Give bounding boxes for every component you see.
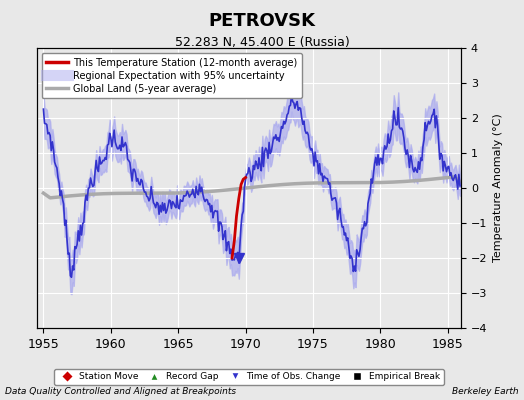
Text: PETROVSK: PETROVSK <box>209 12 315 30</box>
Text: Berkeley Earth: Berkeley Earth <box>452 387 519 396</box>
Text: Data Quality Controlled and Aligned at Breakpoints: Data Quality Controlled and Aligned at B… <box>5 387 236 396</box>
Text: 52.283 N, 45.400 E (Russia): 52.283 N, 45.400 E (Russia) <box>174 36 350 49</box>
Legend: Station Move, Record Gap, Time of Obs. Change, Empirical Break: Station Move, Record Gap, Time of Obs. C… <box>54 369 444 385</box>
Y-axis label: Temperature Anomaly (°C): Temperature Anomaly (°C) <box>493 114 503 262</box>
